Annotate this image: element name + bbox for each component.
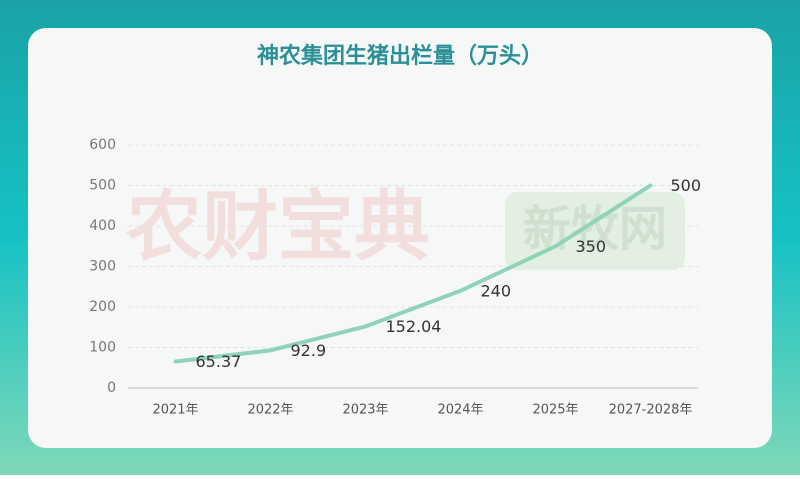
line <box>173 183 653 364</box>
data-label: 500 <box>671 176 702 195</box>
y-tick-label: 500 <box>89 178 116 194</box>
chart-title: 神农集团生猪出栏量（万头） <box>257 43 543 69</box>
x-tick-label: 2021年 <box>152 403 198 418</box>
data-label: 240 <box>481 281 512 300</box>
y-tick-label: 100 <box>89 340 116 356</box>
y-tick-label: 300 <box>89 259 116 275</box>
y-tick-label: 200 <box>89 299 116 315</box>
y-tick-label: 600 <box>89 137 116 153</box>
y-tick-label: 400 <box>89 218 116 234</box>
data-label: 350 <box>576 237 607 256</box>
data-label: 65.37 <box>196 352 242 371</box>
x-tick-label: 2025年 <box>532 403 578 418</box>
y-tick-label: 0 <box>107 380 116 396</box>
x-tick-label: 2022年 <box>247 403 293 418</box>
x-tick-label: 2023年 <box>342 403 388 418</box>
card <box>28 28 772 448</box>
x-tick-label: 2024年 <box>437 403 483 418</box>
x-tick-label: 2027-2028年 <box>609 403 693 418</box>
data-label: 152.04 <box>386 317 442 336</box>
data-label: 92.9 <box>291 341 327 360</box>
watermark: 新牧网 <box>523 201 667 257</box>
